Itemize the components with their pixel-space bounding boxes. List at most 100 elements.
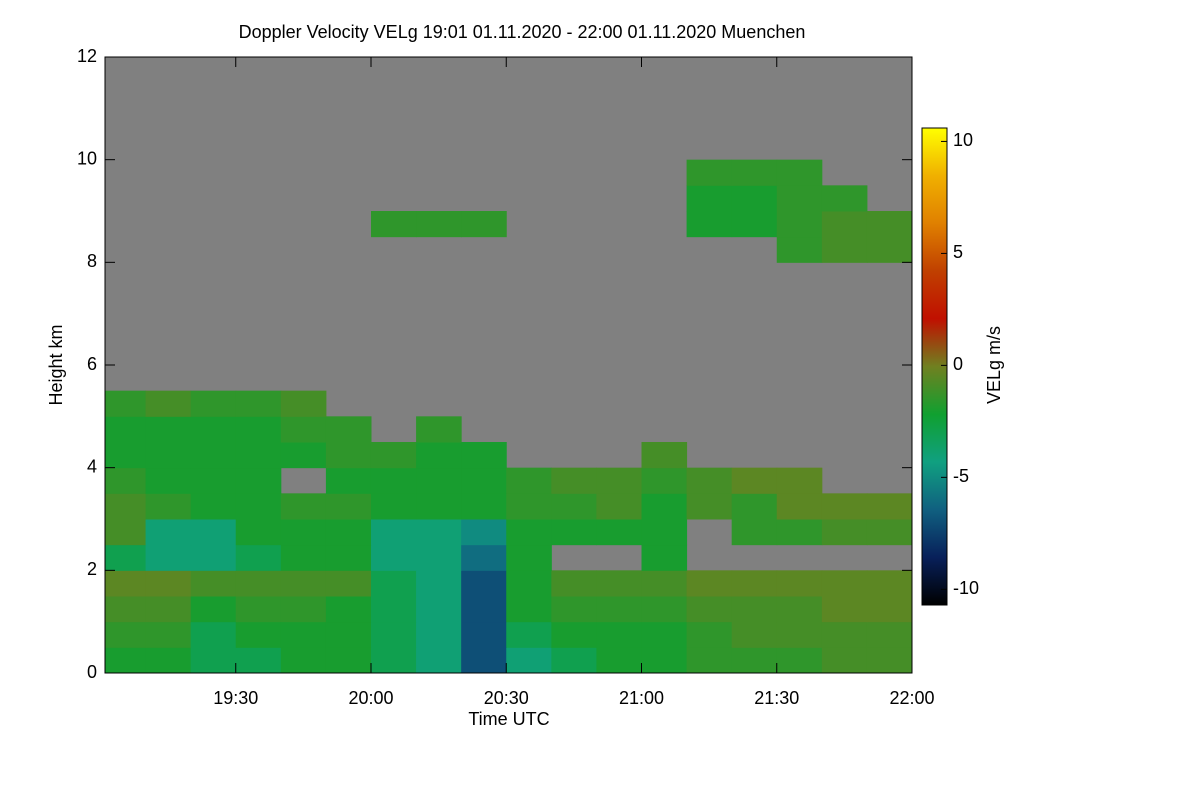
heatmap-cell <box>641 519 688 546</box>
heatmap-cell <box>596 647 642 674</box>
heatmap-cell <box>506 519 552 546</box>
colorbar-tick-label: -5 <box>953 466 969 486</box>
heatmap-cell <box>416 647 462 674</box>
heatmap-cell <box>325 442 372 469</box>
heatmap-cell <box>461 647 507 674</box>
heatmap-cell <box>190 442 237 469</box>
heatmap-cell <box>280 493 327 520</box>
heatmap-cell <box>821 211 868 238</box>
heatmap-cell <box>506 493 552 520</box>
heatmap-cell <box>235 621 282 648</box>
heatmap-cell <box>370 467 417 494</box>
heatmap-cell <box>776 211 823 238</box>
heatmap-cell <box>506 570 552 597</box>
heatmap-cell <box>105 416 147 443</box>
heatmap-cell <box>416 493 462 520</box>
heatmap-cell <box>731 211 778 238</box>
heatmap-cell <box>235 647 282 674</box>
y-tick-label: 0 <box>87 662 97 682</box>
heatmap-cell <box>235 467 282 494</box>
heatmap-cell <box>461 493 507 520</box>
y-tick-label: 4 <box>87 456 97 476</box>
heatmap-cell <box>821 185 868 212</box>
heatmap-cell <box>596 596 642 623</box>
heatmap-cell <box>370 647 417 674</box>
heatmap-cell <box>145 442 192 469</box>
heatmap-cell <box>235 596 282 623</box>
heatmap-cell <box>325 416 372 443</box>
heatmap-cell <box>686 570 733 597</box>
heatmap-cell <box>370 493 417 520</box>
heatmap-cell <box>821 493 868 520</box>
colorbar-label: VELg m/s <box>984 326 1004 404</box>
y-axis-label: Height km <box>46 324 66 405</box>
heatmap-cell <box>866 519 913 546</box>
heatmap-cell <box>731 570 778 597</box>
heatmap-cell <box>325 519 372 546</box>
heatmap-cell <box>235 493 282 520</box>
heatmap-cell <box>731 621 778 648</box>
heatmap-cell <box>105 442 147 469</box>
heatmap-cell <box>776 236 823 263</box>
heatmap-cell <box>596 519 642 546</box>
colorbar-tick-label: 5 <box>953 242 963 262</box>
heatmap-cell <box>551 647 597 674</box>
heatmap-cell <box>190 416 237 443</box>
heatmap-cell <box>731 467 778 494</box>
heatmap-cell <box>280 596 327 623</box>
heatmap-cell <box>686 211 733 238</box>
heatmap-cell <box>280 544 327 571</box>
heatmap-cell <box>776 647 823 674</box>
heatmap-cell <box>105 493 147 520</box>
heatmap-cell <box>641 570 688 597</box>
heatmap-cell <box>596 467 642 494</box>
heatmap-cell <box>280 621 327 648</box>
y-tick-label: 10 <box>77 148 97 168</box>
heatmap-cell <box>370 211 417 238</box>
colorbar <box>921 127 948 606</box>
heatmap-cell <box>731 493 778 520</box>
heatmap-cell <box>105 467 147 494</box>
heatmap-cell <box>551 519 597 546</box>
heatmap-cell <box>776 467 823 494</box>
heatmap-cell <box>416 442 462 469</box>
colorbar-tick-label: 0 <box>953 354 963 374</box>
heatmap-cell <box>190 570 237 597</box>
heatmap-cell <box>370 621 417 648</box>
x-axis-label: Time UTC <box>468 709 549 729</box>
heatmap-cell <box>280 570 327 597</box>
colorbar-tick-label: -10 <box>953 578 979 598</box>
heatmap-cell <box>641 442 688 469</box>
heatmap-cell <box>461 442 507 469</box>
y-tick-label: 8 <box>87 251 97 271</box>
heatmap-cell <box>821 519 868 546</box>
heatmap-cell <box>776 596 823 623</box>
x-tick-label: 19:30 <box>213 688 258 708</box>
heatmap-cell <box>145 621 192 648</box>
heatmap-cell <box>731 519 778 546</box>
heatmap-cell <box>105 544 147 571</box>
heatmap-cell <box>776 519 823 546</box>
heatmap-cell <box>190 519 237 546</box>
heatmap-cell <box>821 570 868 597</box>
heatmap-cell <box>105 570 147 597</box>
heatmap-cell <box>325 647 372 674</box>
heatmap-cell <box>776 493 823 520</box>
heatmap-cell <box>105 596 147 623</box>
heatmap-cell <box>280 647 327 674</box>
heatmap-cell <box>190 544 237 571</box>
heatmap-cell <box>370 544 417 571</box>
heatmap-cell <box>641 493 688 520</box>
heatmap-cell <box>235 390 282 417</box>
heatmap-cell <box>190 493 237 520</box>
heatmap-cell <box>731 647 778 674</box>
heatmap-cell <box>416 211 462 238</box>
heatmap-cell <box>325 570 372 597</box>
heatmap-cell <box>190 467 237 494</box>
heatmap-cell <box>325 467 372 494</box>
x-tick-label: 20:30 <box>484 688 529 708</box>
heatmap-cell <box>866 621 913 648</box>
y-tick-label: 12 <box>77 46 97 66</box>
heatmap-cell <box>280 390 327 417</box>
heatmap-cell <box>461 211 507 238</box>
